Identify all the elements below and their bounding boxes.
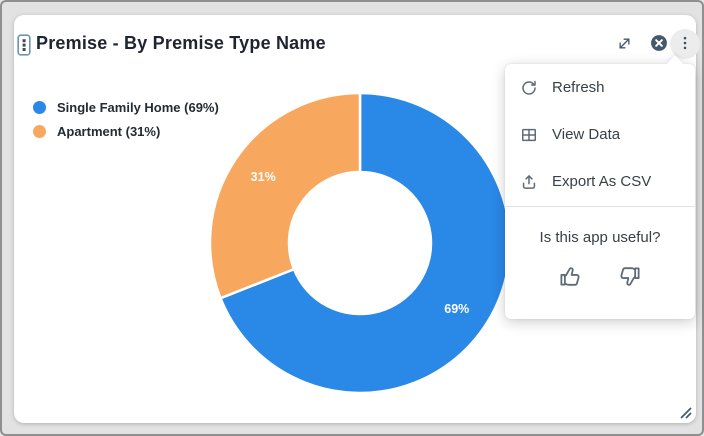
table-icon	[519, 125, 539, 145]
donut-slice-apartment[interactable]	[208, 91, 362, 300]
legend-swatch	[33, 100, 46, 114]
close-icon	[649, 33, 669, 56]
expand-icon	[615, 34, 634, 56]
thumb-up-icon	[558, 267, 585, 293]
menu-item-label: Export As CSV	[552, 173, 652, 190]
legend-item-apartment[interactable]: Apartment (31%)	[33, 119, 219, 143]
slice-label: 31%	[251, 170, 276, 184]
kebab-menu-icon	[676, 34, 694, 55]
legend-label: Single Family Home (69%)	[57, 99, 219, 115]
widget-options-menu: Refresh View Data Expo	[505, 55, 695, 319]
menu-item-label: View Data	[552, 126, 621, 143]
menu-item-label: Refresh	[552, 79, 605, 96]
widget-card: 69% 31% Premise - By Premise Type Name	[14, 15, 700, 423]
feedback-question: Is this app useful?	[539, 229, 661, 246]
widget-title: Premise - By Premise Type Name	[36, 33, 326, 53]
upload-icon	[519, 172, 539, 192]
thumb-down-button[interactable]	[615, 263, 643, 291]
resize-handle[interactable]	[678, 405, 693, 420]
more-options-button[interactable]	[670, 29, 700, 59]
chart-legend: Single Family Home (69%) Apartment (31%)	[33, 95, 219, 143]
resize-grip-icon	[678, 407, 693, 424]
drag-handle-icon[interactable]	[17, 34, 31, 56]
legend-label: Apartment (31%)	[57, 123, 161, 139]
donut-slice-single-family-home[interactable]	[218, 91, 512, 395]
slice-label: 69%	[444, 302, 469, 316]
menu-divider	[505, 206, 695, 207]
feedback-buttons	[505, 263, 695, 291]
menu-item-view-data[interactable]: View Data	[505, 111, 695, 158]
legend-item-single-family-home[interactable]: Single Family Home (69%)	[33, 95, 219, 119]
menu-item-export-csv[interactable]: Export As CSV	[505, 158, 695, 205]
thumb-up-button[interactable]	[558, 263, 586, 291]
close-button[interactable]	[647, 32, 671, 56]
menu-item-refresh[interactable]: Refresh	[505, 64, 695, 111]
refresh-icon	[519, 78, 539, 98]
legend-swatch	[33, 124, 46, 138]
donut-chart[interactable]: 69% 31%	[14, 15, 696, 423]
expand-button[interactable]	[612, 33, 636, 57]
thumb-down-icon	[615, 267, 642, 293]
